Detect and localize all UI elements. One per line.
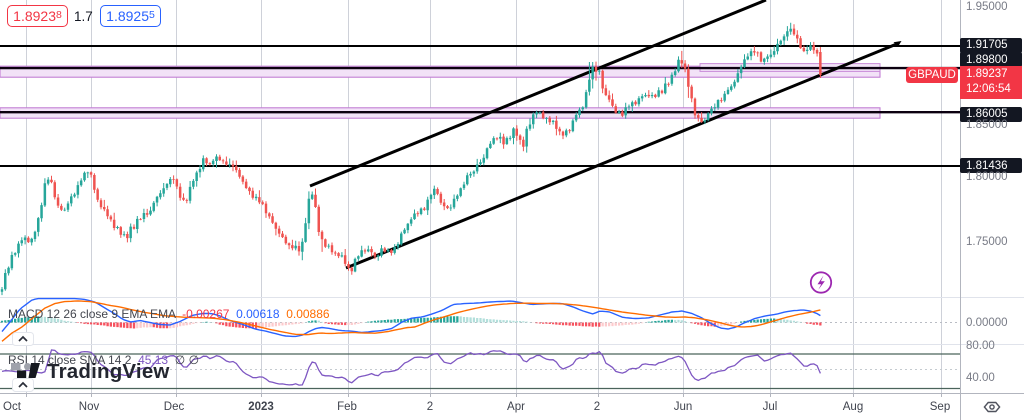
svg-text:TradingView: TradingView <box>47 361 170 383</box>
